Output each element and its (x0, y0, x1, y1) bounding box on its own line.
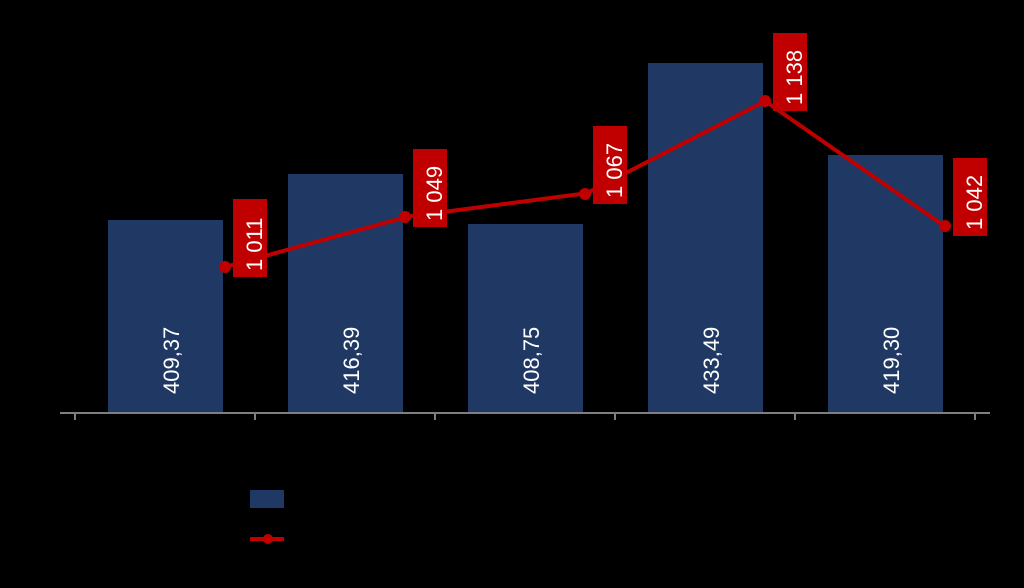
line-marker (579, 188, 591, 200)
bar-value-label: 416,39 (339, 327, 365, 394)
x-tick (74, 412, 76, 420)
line-marker (219, 261, 231, 273)
legend-line-dot (263, 534, 273, 544)
x-axis (60, 412, 990, 414)
x-tick (974, 412, 976, 420)
x-tick (794, 412, 796, 420)
line-value-label: 1 049 (422, 166, 448, 221)
line-value-label: 1 042 (962, 175, 988, 230)
bar-value-label: 433,49 (699, 327, 725, 394)
line-marker (759, 95, 771, 107)
line-value-label: 1 138 (782, 50, 808, 105)
x-tick (434, 412, 436, 420)
line-value-label: 1 067 (602, 143, 628, 198)
line-value-label: 1 011 (242, 218, 268, 271)
x-tick (254, 412, 256, 420)
bar-value-label: 409,37 (159, 327, 185, 394)
bar-value-label: 419,30 (879, 327, 905, 394)
line-marker (939, 220, 951, 232)
chart-container: 409,37 416,39 408,75 433,49 419,30 1 011 1 049… (0, 0, 1024, 588)
legend-bar-swatch (250, 490, 284, 508)
line-marker (399, 211, 411, 223)
bar-value-label: 408,75 (519, 327, 545, 394)
x-tick (614, 412, 616, 420)
